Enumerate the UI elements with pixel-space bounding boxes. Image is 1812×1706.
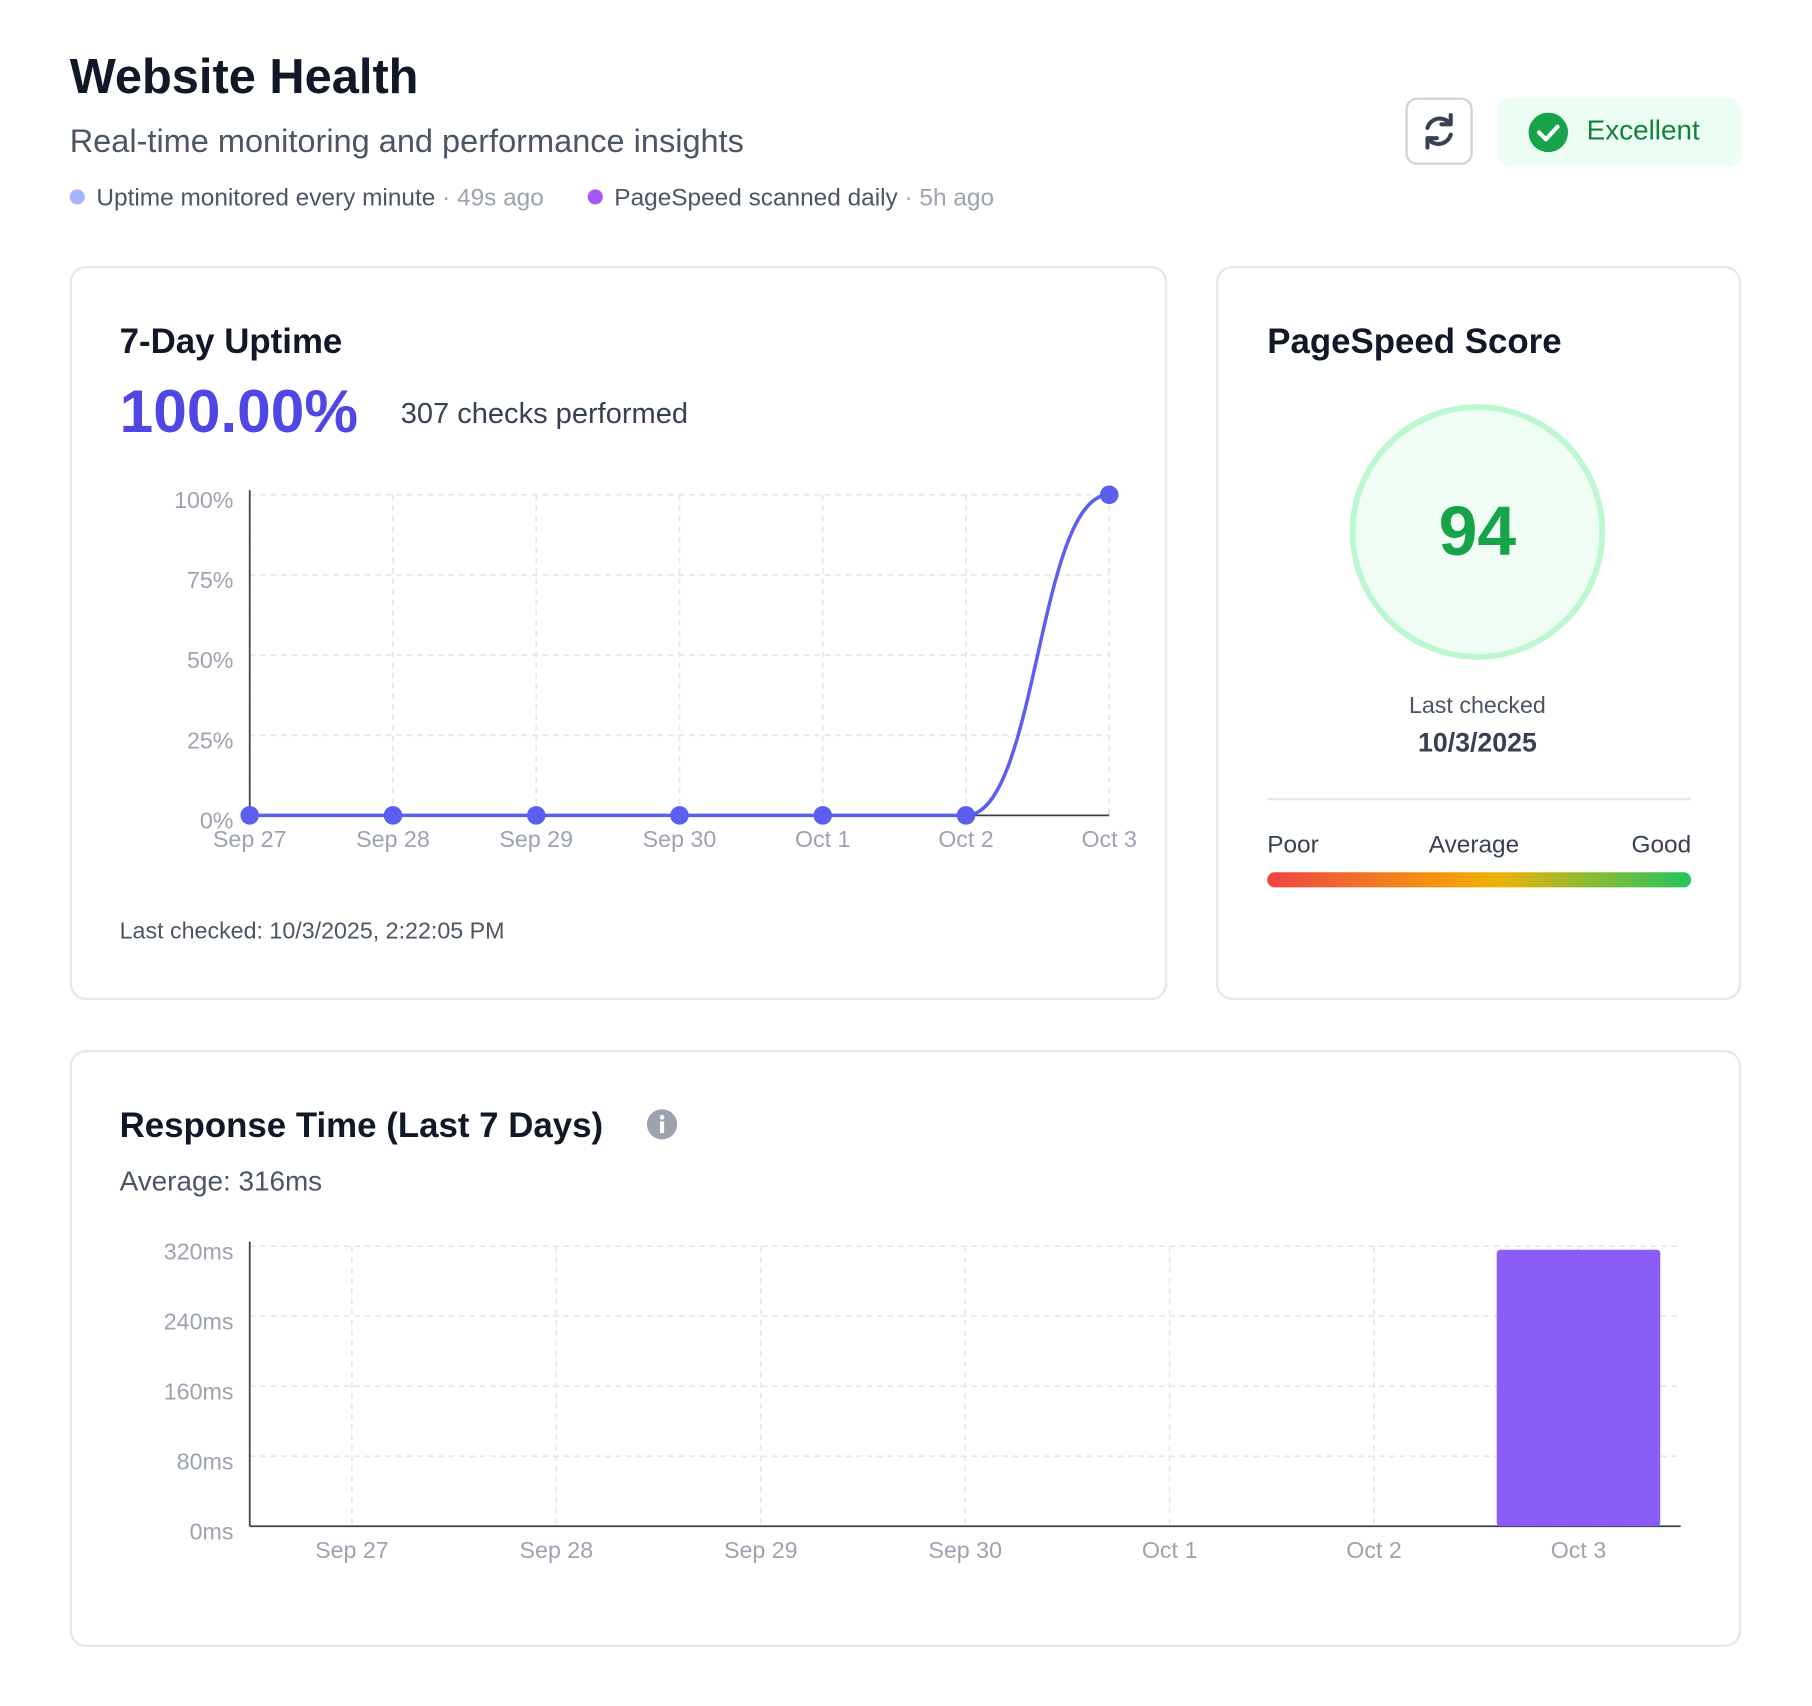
divider bbox=[1267, 797, 1692, 801]
meta-label: Uptime monitored every minute bbox=[96, 184, 436, 212]
response-card bbox=[69, 1049, 1742, 1648]
scale-label: Average bbox=[1428, 831, 1520, 859]
meta-label: PageSpeed scanned daily bbox=[614, 184, 898, 212]
status-badge: Excellent bbox=[1497, 97, 1742, 168]
card-title: PageSpeed Score bbox=[1267, 322, 1562, 362]
score-scale-bar bbox=[1267, 872, 1692, 888]
status-text: Excellent bbox=[1586, 114, 1700, 147]
meta-age: · 49s ago bbox=[442, 184, 544, 212]
last-checked-date: 10/3/2025 bbox=[1417, 727, 1537, 758]
last-checked: Last checked: 10/3/2025, 2:22:05 PM bbox=[119, 918, 505, 945]
refresh-icon bbox=[1425, 112, 1453, 150]
pagespeed-dot bbox=[587, 189, 603, 205]
check-icon bbox=[1528, 112, 1569, 153]
uptime-value: 100.00% bbox=[119, 378, 359, 447]
score-value: 94 bbox=[1438, 492, 1517, 571]
average: Average: 316ms bbox=[119, 1166, 323, 1198]
checks-count: 307 checks performed bbox=[400, 397, 689, 430]
scale-label: Poor bbox=[1267, 831, 1319, 859]
last-checked-label: Last checked bbox=[1408, 693, 1546, 719]
card-title: 7-Day Uptime bbox=[119, 322, 343, 362]
score-ring: 94 bbox=[1349, 404, 1606, 660]
card-title: Response Time (Last 7 Days) bbox=[119, 1106, 604, 1146]
info-icon[interactable] bbox=[646, 1108, 679, 1141]
page-subtitle: Real-time monitoring and performance ins… bbox=[69, 123, 744, 160]
uptime-dot bbox=[69, 189, 85, 205]
scale-label: Good bbox=[1631, 831, 1692, 859]
page-title: Website Health bbox=[69, 48, 419, 104]
refresh-button[interactable] bbox=[1405, 97, 1473, 165]
meta-age: · 5h ago bbox=[904, 184, 995, 212]
meta-row: Uptime monitored every minute · 49s ago … bbox=[69, 184, 995, 213]
uptime-card bbox=[69, 265, 1168, 1001]
